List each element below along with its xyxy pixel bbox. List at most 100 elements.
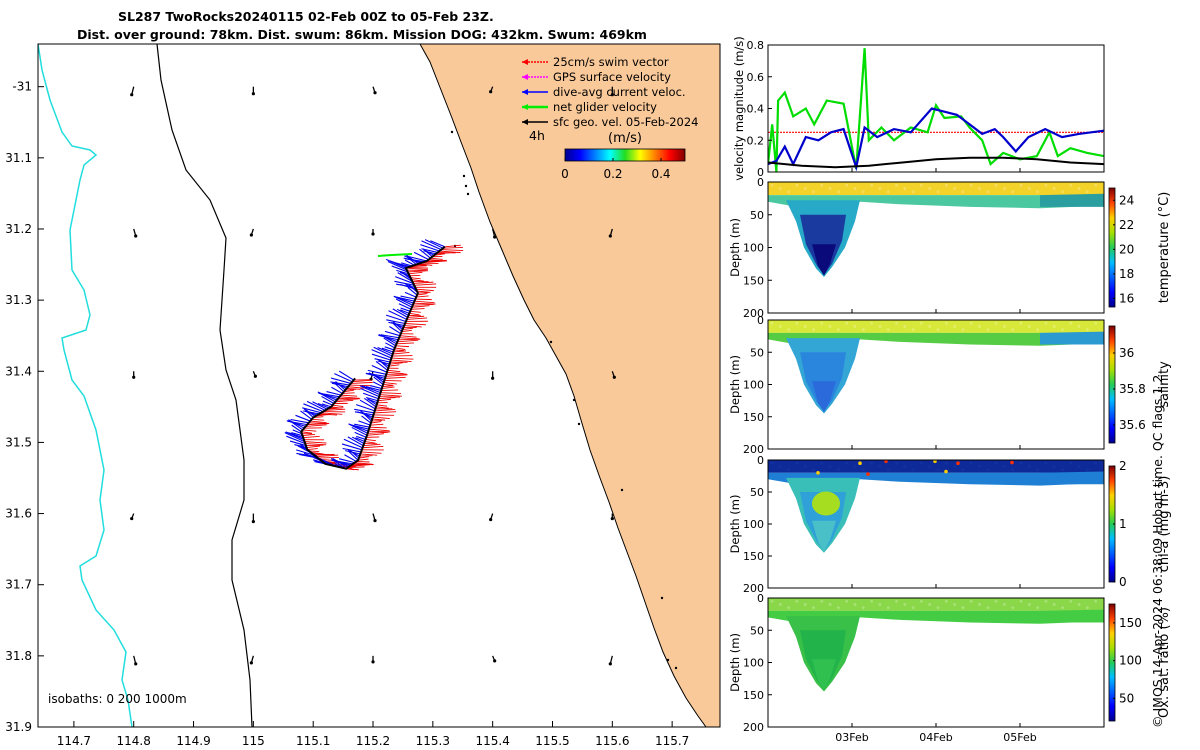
section-ylabel-3: Depth (m) xyxy=(728,633,742,692)
section-surface-layer-1 xyxy=(768,320,1104,333)
section-cb-tick-label-0-3: 22 xyxy=(1119,218,1134,232)
current-vector-137 xyxy=(296,452,317,458)
section-ytick-label-2-1: 50 xyxy=(750,486,764,499)
section-dot-1-0 xyxy=(770,321,774,325)
current-vector-117 xyxy=(338,458,355,464)
section-dot-2-34 xyxy=(1052,465,1056,468)
swim-vector-183 xyxy=(352,379,373,383)
geo-vel-arrowhead-15 xyxy=(130,516,134,521)
section-dot-1-3 xyxy=(795,321,799,325)
island-11 xyxy=(674,666,678,670)
section-ytick-label-2-2: 100 xyxy=(743,518,764,531)
legend-label-2: dive-avg current veloc. xyxy=(553,85,686,99)
swim-vector-0 xyxy=(444,244,461,248)
swim-vector-149 xyxy=(302,433,316,437)
section-dot-1-20 xyxy=(936,328,940,332)
geo-vel-arrowhead-6 xyxy=(249,233,253,237)
section-dot-1-32 xyxy=(1036,328,1039,332)
section-dot-0-8 xyxy=(837,190,840,194)
section-cb-tick-label-0-2: 20 xyxy=(1119,242,1134,256)
section-dot-1-10 xyxy=(853,325,857,328)
section-dot-1-25 xyxy=(978,325,981,328)
map-ytick-label-2: 31.2 xyxy=(5,222,32,236)
swim-vector-142 xyxy=(307,448,318,450)
swim-vector-11 xyxy=(424,259,447,263)
section-dot-2-28 xyxy=(1003,465,1006,468)
legend-arrowhead-0 xyxy=(522,59,528,65)
section-dot-2-10 xyxy=(853,465,857,468)
section-dot-1-24 xyxy=(969,321,973,325)
section-dot-3-15 xyxy=(895,599,898,603)
current-vector-81 xyxy=(365,385,382,392)
section-dot-0-0 xyxy=(770,183,774,187)
map-colorbar-label: (m/s) xyxy=(608,131,642,146)
section-dot-2-14 xyxy=(886,468,890,471)
section-ytick-label-3-3: 150 xyxy=(743,689,764,702)
swim-vectors xyxy=(301,244,464,471)
swim-vector-5 xyxy=(435,252,450,255)
current-vector-157 xyxy=(295,414,311,422)
swim-vector-82 xyxy=(380,392,402,395)
swim-vector-83 xyxy=(379,394,402,397)
map-ytick-label-6: 31.6 xyxy=(5,507,32,521)
current-vector-27 xyxy=(397,272,413,282)
current-vector-176 xyxy=(331,386,343,394)
section-dot-1-31 xyxy=(1027,325,1031,328)
swim-vector-157 xyxy=(310,420,327,424)
section-ytick-label-2-4: 200 xyxy=(743,582,764,595)
swim-vector-121 xyxy=(347,466,365,468)
geo-vel-arrowhead-13 xyxy=(491,376,495,380)
section-dot-0-22 xyxy=(953,187,956,190)
geo-vel-arrowhead-19 xyxy=(610,516,614,521)
section-dot-0-3 xyxy=(795,183,799,187)
swim-vector-169 xyxy=(332,404,344,407)
chl-hotspot-6 xyxy=(944,469,948,474)
current-vector-181 xyxy=(330,381,350,386)
section-dot-1-27 xyxy=(994,321,998,325)
section-dot-0-31 xyxy=(1027,187,1031,190)
section-dot-1-36 xyxy=(1069,321,1073,325)
section-dot-1-9 xyxy=(845,321,849,325)
current-vector-44 xyxy=(396,308,409,316)
current-vector-164 xyxy=(303,403,324,413)
section-xtick-label-1: 04Feb xyxy=(919,731,952,744)
legend-arrowhead-2 xyxy=(522,89,528,95)
swim-vector-180 xyxy=(347,386,367,389)
section-panel-0: 0 50 100 150 200 Depth (m) 16 18 20 22 24 temperatu… xyxy=(728,176,1172,320)
map-ytick-label-5: 31.5 xyxy=(5,435,32,449)
map-xtick-label-2: 114.9 xyxy=(176,734,210,748)
swim-vector-54 xyxy=(399,335,417,338)
swim-vector-114 xyxy=(358,456,370,459)
swim-vector-175 xyxy=(340,394,358,397)
current-vector-175 xyxy=(326,390,342,396)
section-dot-0-33 xyxy=(1044,183,1048,187)
current-vector-156 xyxy=(290,418,309,424)
current-vector-150 xyxy=(292,429,303,435)
swim-vector-177 xyxy=(343,389,354,393)
section-dot-3-28 xyxy=(1003,603,1006,606)
current-vector-182 xyxy=(330,377,351,384)
section-cb-tick-label-1-1: 35.8 xyxy=(1119,382,1146,396)
section-area-0 xyxy=(768,182,1104,277)
current-vector-106 xyxy=(355,437,365,443)
section-xtick-label-2: 05Feb xyxy=(1003,731,1036,744)
current-vector-60 xyxy=(385,342,396,349)
velocity-plot-area xyxy=(768,48,1104,172)
section-cb-tick-label-3-2: 150 xyxy=(1119,616,1142,630)
swim-vector-80 xyxy=(381,386,395,389)
section-cb-tick-label-0-1: 18 xyxy=(1119,267,1134,281)
section-ytick-label-3-1: 50 xyxy=(750,624,764,637)
section-dot-3-23 xyxy=(961,606,965,610)
coastline xyxy=(419,44,707,727)
section-cb-tick-label-2-0: 0 xyxy=(1119,575,1127,589)
swim-vector-85 xyxy=(378,397,396,400)
section-dot-2-4 xyxy=(803,465,807,468)
current-vector-48 xyxy=(386,319,406,325)
current-vector-138 xyxy=(296,449,315,456)
section-right-lens-0 xyxy=(1040,193,1104,207)
section-cb-tick-label-3-1: 100 xyxy=(1119,654,1142,668)
section-colorbar-label-3: Ox. sat. ratio (%) xyxy=(1157,607,1172,718)
section-dive-deep-0 xyxy=(812,244,836,276)
isobath-note: isobaths: 0 200 1000m xyxy=(48,692,187,706)
current-vector-43 xyxy=(399,309,410,314)
